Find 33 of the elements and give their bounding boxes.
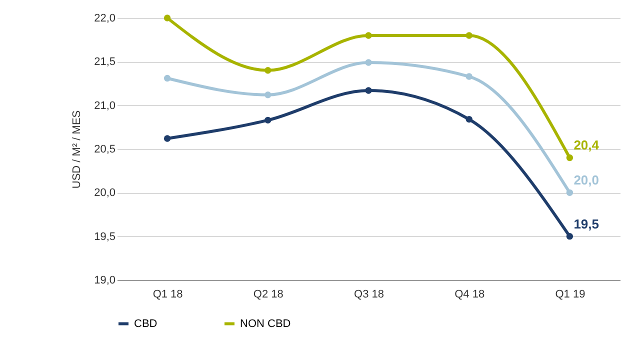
y-tick-label: 20,5 — [94, 144, 116, 156]
y-tick-label: 22,0 — [94, 12, 116, 24]
point — [466, 32, 472, 39]
point — [365, 32, 372, 39]
y-axis-title: USD / M² / MES — [71, 110, 84, 189]
point — [264, 67, 272, 74]
point — [566, 189, 574, 196]
point — [264, 92, 272, 98]
point — [566, 232, 574, 240]
point — [365, 59, 372, 66]
x-tick-label: Q1 19 — [555, 288, 586, 300]
y-tick-label: 20,0 — [94, 187, 116, 200]
point — [164, 74, 171, 82]
data-label: 20,4 — [574, 138, 600, 153]
x-tick-label: Q1 18 — [152, 288, 183, 300]
x-tick-label: Q2 18 — [253, 288, 284, 300]
legend-label: NON CBD — [240, 318, 291, 330]
data-label: 20,0 — [574, 172, 600, 188]
point — [164, 135, 171, 142]
y-tick-label: 21,0 — [94, 100, 116, 112]
point — [566, 154, 574, 162]
y-tick-label: 19,5 — [94, 230, 116, 243]
point — [466, 73, 472, 80]
x-tick-label: Q4 18 — [454, 288, 485, 300]
data-label: 19,5 — [574, 216, 600, 232]
legend-label: CBD — [134, 318, 158, 330]
y-tick-label: 21,5 — [94, 56, 116, 68]
y-tick-label: 19,0 — [94, 274, 116, 286]
point — [164, 14, 171, 22]
x-tick-label: Q3 18 — [354, 288, 384, 300]
point — [264, 116, 272, 124]
point — [365, 87, 372, 94]
point — [466, 116, 472, 123]
